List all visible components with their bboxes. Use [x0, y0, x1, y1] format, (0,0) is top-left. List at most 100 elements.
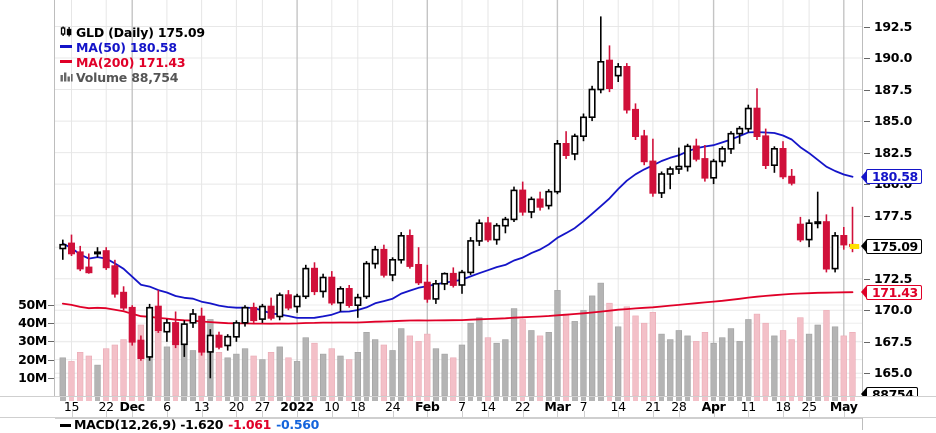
date-axis-day-marker [276, 397, 283, 401]
date-tick-label: 25 [801, 399, 817, 414]
date-tick-label: 14 [480, 399, 496, 414]
date-tick-mark [331, 411, 333, 418]
legend-row-volume[interactable]: Volume 88,754 [60, 69, 205, 85]
date-tick-mark [713, 411, 715, 418]
date-axis-day-marker [242, 397, 248, 401]
price-axis[interactable]: 192.5190.0187.5185.0182.5180.0177.5175.0… [861, 0, 936, 430]
date-tick-mark [652, 411, 654, 418]
ma50-price-flag[interactable]: 180.58 [861, 169, 922, 185]
date-tick-label: 18 [350, 399, 366, 414]
date-axis-day-marker [676, 397, 682, 401]
flag-pointer-icon [861, 285, 867, 300]
date-axis-day-marker [632, 397, 639, 401]
legend-volume-label: Volume 88,754 [76, 70, 179, 85]
price-tick-mark [864, 58, 870, 59]
date-axis-day-marker [571, 397, 578, 401]
date-tick-label: May [829, 399, 858, 414]
date-axis-day-marker [467, 397, 474, 401]
date-axis-day-marker [389, 397, 396, 401]
date-tick-label: Apr [701, 399, 726, 414]
legend-row-price[interactable]: GLD (Daily) 175.09 [60, 24, 205, 40]
macd-panel[interactable]: MACD(12,26,9) -1.620 -1.061 -0.560 [0, 418, 936, 430]
volume-tick-label: 50M [18, 297, 47, 312]
date-axis-day-marker [424, 397, 431, 401]
date-axis-day-marker [641, 397, 647, 401]
date-tick-label: Feb [415, 399, 440, 414]
macd-histogram: -0.560 [276, 418, 320, 430]
price-tick-mark [864, 278, 870, 280]
flag-value: 180.58 [866, 169, 922, 185]
date-axis-day-marker [719, 397, 726, 401]
date-axis-day-marker [728, 397, 734, 401]
date-tick-label: 11 [740, 399, 757, 414]
date-tick-mark [132, 411, 134, 418]
date-axis-day-marker [294, 397, 300, 401]
date-axis-day-marker [476, 397, 483, 401]
chart-canvas [55, 0, 862, 396]
date-axis-day-marker [840, 397, 847, 401]
date-tick-mark [783, 411, 784, 418]
date-axis-day-marker [164, 397, 170, 401]
volume-bars-icon [60, 70, 73, 85]
date-axis-day-marker [554, 397, 561, 401]
date-axis[interactable]: 15 22 Dec 6 13 20 27 2022 10 18 24 Feb 7 14 22 Mar 7 14 21… [0, 396, 936, 418]
price-chart-plot-area[interactable] [55, 0, 862, 396]
date-axis-day-marker [441, 397, 448, 401]
date-axis-day-marker [754, 397, 760, 401]
ma200-price-flag[interactable]: 171.43 [861, 284, 922, 300]
volume-axis: 10M 20M 30M 40M 50M [0, 0, 55, 396]
date-axis-day-marker [502, 397, 509, 401]
date-axis-day-marker [710, 397, 717, 401]
price-tick-label: 177.5 [874, 207, 913, 223]
date-axis-day-marker [337, 397, 344, 401]
date-axis-day-marker [615, 397, 621, 401]
date-axis-bottom-rule [0, 417, 936, 418]
date-tick-mark [678, 411, 680, 418]
date-axis-day-marker [415, 397, 422, 401]
date-axis-top-rule [0, 396, 936, 397]
date-tick-label: Mar [544, 399, 571, 414]
legend-row-ma50[interactable]: MA(50) 180.58 [60, 39, 205, 55]
price-tick-label: 185.0 [874, 113, 913, 129]
date-axis-day-marker [233, 397, 240, 401]
volume-tick-label: 10M [18, 369, 47, 385]
date-tick-mark [357, 411, 359, 418]
date-axis-day-marker [545, 397, 552, 401]
price-tick-mark [864, 310, 870, 312]
date-tick-label: 20 [228, 399, 245, 414]
date-axis-day-marker [259, 397, 266, 401]
date-axis-day-marker [658, 397, 665, 401]
price-tick-mark [864, 373, 870, 375]
date-tick-mark [843, 411, 845, 418]
date-tick-label: 14 [610, 399, 627, 414]
date-axis-day-marker [355, 397, 361, 401]
price-tick-mark [864, 121, 870, 123]
legend-ma200-label: MA(200) 171.43 [76, 55, 186, 70]
price-tick-label: 192.5 [874, 18, 913, 34]
price-tick-label: 167.5 [874, 333, 913, 349]
date-tick-label: 22 [98, 399, 115, 414]
date-tick-label: 7 [458, 399, 466, 414]
date-axis-day-marker [624, 397, 630, 401]
date-tick-mark [557, 411, 559, 418]
date-axis-day-marker [268, 397, 274, 401]
date-axis-day-marker [407, 397, 413, 401]
price-tick-label: 165.0 [874, 365, 913, 381]
date-axis-day-marker [68, 397, 75, 401]
macd-top-rule [55, 418, 862, 419]
last-price-flag[interactable]: 175.09 [861, 238, 922, 254]
date-axis-day-marker [311, 397, 318, 401]
date-tick-mark [522, 411, 524, 418]
volume-tick-mark [48, 323, 54, 325]
date-tick-mark [297, 411, 299, 418]
date-tick-label: 13 [193, 399, 210, 414]
date-tick-label: Dec [119, 399, 146, 414]
date-tick-mark [106, 411, 108, 418]
date-axis-day-marker [780, 397, 786, 401]
date-tick-label: 22 [515, 399, 531, 414]
date-axis-day-marker [129, 397, 136, 401]
volume-axis-line [54, 0, 55, 396]
date-axis-day-marker [450, 397, 457, 401]
legend-row-ma200[interactable]: MA(200) 171.43 [60, 54, 205, 70]
